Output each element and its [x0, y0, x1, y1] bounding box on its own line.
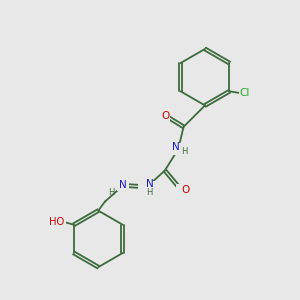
Bar	[176, 184, 185, 194]
Text: N: N	[119, 180, 127, 190]
Bar	[170, 143, 187, 155]
Text: O: O	[182, 185, 190, 195]
Bar	[138, 181, 156, 193]
Text: H: H	[108, 188, 115, 197]
Text: N: N	[172, 142, 180, 152]
Bar	[46, 216, 66, 228]
Text: N: N	[146, 179, 154, 190]
Text: H: H	[146, 188, 153, 197]
Bar	[160, 110, 170, 121]
Bar	[117, 180, 129, 191]
Text: Cl: Cl	[239, 88, 250, 98]
Text: O: O	[161, 110, 169, 121]
Text: H: H	[181, 147, 188, 156]
Text: HO: HO	[49, 217, 64, 227]
